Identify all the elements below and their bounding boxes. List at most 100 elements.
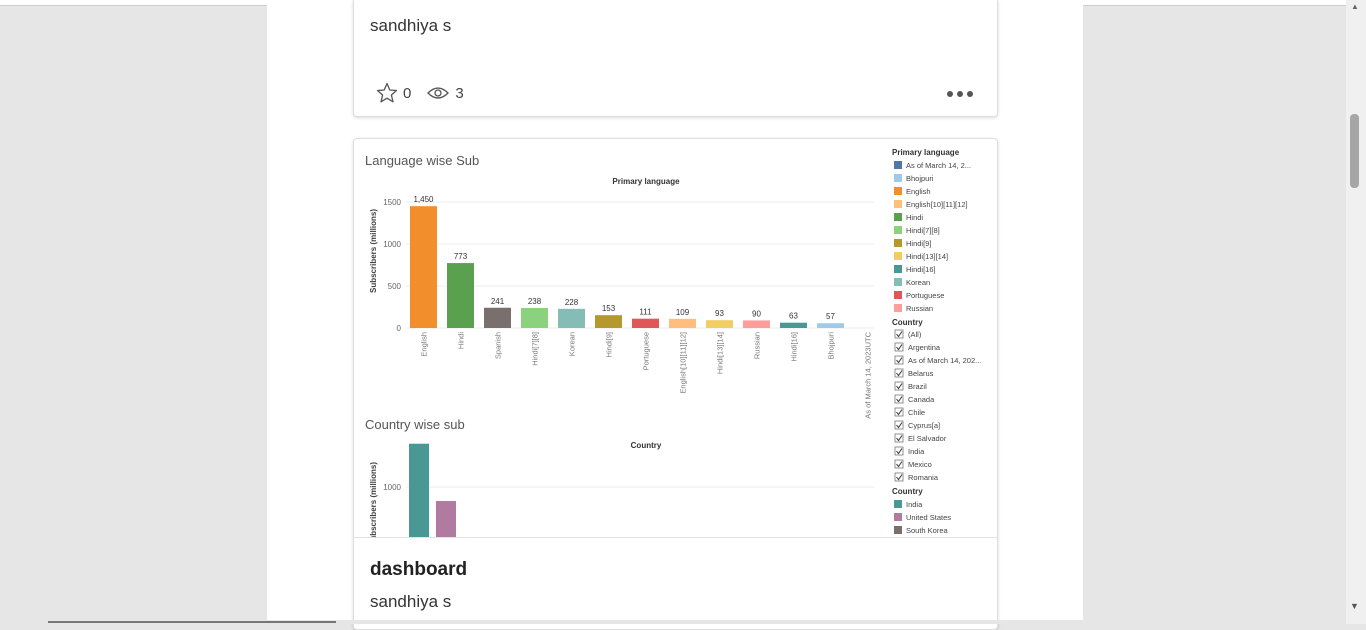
x-tick-label: Spanish	[494, 332, 503, 359]
filter-label: Brazil	[908, 382, 927, 391]
data-label: 153	[602, 304, 616, 313]
y-tick-label: 1000	[383, 483, 401, 492]
legend-swatch	[894, 500, 902, 508]
data-label: 90	[752, 309, 761, 318]
bar	[436, 501, 456, 537]
author-name[interactable]: sandhiya s	[370, 16, 452, 35]
filter-label: Argentina	[908, 343, 941, 352]
bar	[409, 443, 429, 537]
more-options-button[interactable]	[947, 84, 979, 98]
legend-swatch	[894, 213, 902, 221]
legend-swatch	[894, 278, 902, 286]
legend-label: India	[906, 500, 923, 509]
x-tick-label: As of March 14, 2023UTC	[864, 331, 873, 418]
x-tick-label: English	[420, 332, 429, 357]
checkbox	[894, 381, 904, 391]
scroll-up-arrow-icon[interactable]: ▲	[1351, 2, 1359, 11]
legend-swatch	[894, 265, 902, 273]
country-y-axis-label: Subscribers (millions)	[369, 462, 378, 537]
filter-label: India	[908, 447, 925, 456]
x-tick-label: Hindi[7][8]	[531, 332, 540, 366]
country-chart-title: Country wise sub	[365, 417, 465, 432]
legend-label: As of March 14, 2...	[906, 161, 971, 170]
filter-label: Romania	[908, 473, 939, 482]
filter-label: Canada	[908, 395, 935, 404]
x-tick-label: English[10][11][12]	[679, 332, 688, 394]
country-filter: (All) Argentina As of March 14, 202... Bela…	[894, 329, 981, 482]
legend-label: Hindi[9]	[906, 239, 931, 248]
checkmark-icon	[896, 370, 903, 377]
legend-label: United States	[906, 513, 951, 522]
legend-swatch	[894, 174, 902, 182]
data-label: 773	[454, 252, 468, 261]
checkbox	[894, 446, 904, 456]
checkbox	[894, 342, 904, 352]
bar	[669, 318, 696, 328]
bar	[817, 323, 844, 328]
viz-card-dashboard[interactable]: Language wise Sub Primary language Subsc…	[353, 138, 998, 630]
filter-label: As of March 14, 202...	[908, 356, 981, 365]
x-tick-label: Hindi	[457, 332, 466, 349]
bar	[780, 322, 807, 328]
legend-label: Hindi	[906, 213, 923, 222]
legend-swatch	[894, 187, 902, 195]
legend-label: Russian	[906, 304, 933, 313]
x-tick-label: Hindi[16]	[790, 332, 799, 362]
checkmark-icon	[896, 435, 903, 442]
legend-swatch	[894, 239, 902, 247]
y-tick-label: 1500	[383, 198, 401, 207]
bar	[632, 318, 659, 328]
scrollbar[interactable]	[1346, 0, 1366, 624]
x-tick-label: Korean	[568, 332, 577, 356]
legend-label: Hindi[16]	[906, 265, 936, 274]
lang-y-axis-label: Subscribers (millions)	[369, 209, 378, 293]
data-label: 238	[528, 297, 542, 306]
legend-swatch	[894, 161, 902, 169]
legend-swatch	[894, 526, 902, 534]
checkmark-icon	[896, 422, 903, 429]
checkmark-icon	[896, 357, 903, 364]
viz-card[interactable]: sandhiya s 0 3	[353, 0, 998, 117]
scroll-down-arrow-icon[interactable]: ▼	[1350, 601, 1359, 611]
legend-lang-title: Primary language	[892, 148, 960, 157]
eye-icon	[427, 86, 450, 100]
checkbox	[894, 472, 904, 482]
x-tick-label: Bhojpuri	[827, 332, 836, 360]
checkmark-icon	[896, 409, 903, 416]
filter-label: (All)	[908, 330, 922, 339]
checkmark-icon	[896, 331, 903, 338]
filter-label: El Salvador	[908, 434, 947, 443]
checkbox	[894, 420, 904, 430]
data-label: 63	[789, 312, 798, 321]
legend-label: Hindi[7][8]	[906, 226, 940, 235]
views-count: 3	[455, 84, 464, 102]
viz-title[interactable]: dashboard	[370, 559, 468, 580]
y-tick-label: 1000	[383, 240, 401, 249]
star-icon[interactable]	[376, 82, 398, 104]
dashboard-thumbnail: Language wise Sub Primary language Subsc…	[365, 148, 981, 537]
bar	[743, 320, 770, 328]
filter-label: Belarus	[908, 369, 934, 378]
x-tick-label: Portuguese	[642, 332, 651, 370]
data-label: 228	[565, 298, 579, 307]
checkbox	[894, 368, 904, 378]
country-chart: 1000	[383, 443, 874, 537]
y-tick-label: 500	[388, 282, 402, 291]
legend-label: South Korea	[906, 526, 949, 535]
checkbox	[894, 329, 904, 339]
y-tick-label: 0	[397, 324, 402, 333]
legend-label: English	[906, 187, 931, 196]
data-label: 111	[639, 308, 652, 317]
filter-label: Cyprus[a]	[908, 421, 940, 430]
checkmark-icon	[896, 344, 903, 351]
x-tick-label: Hindi[9]	[605, 332, 614, 357]
checkmark-icon	[896, 396, 903, 403]
checkmark-icon	[896, 383, 903, 390]
scrollbar-thumb[interactable]	[1350, 114, 1359, 188]
checkbox	[894, 459, 904, 469]
author-name[interactable]: sandhiya s	[370, 592, 452, 611]
legend-country-title: Country	[892, 487, 923, 496]
checkbox	[894, 394, 904, 404]
checkmark-icon	[896, 448, 903, 455]
viz-thumbnail[interactable]: Language wise Sub Primary language Subsc…	[354, 139, 997, 538]
